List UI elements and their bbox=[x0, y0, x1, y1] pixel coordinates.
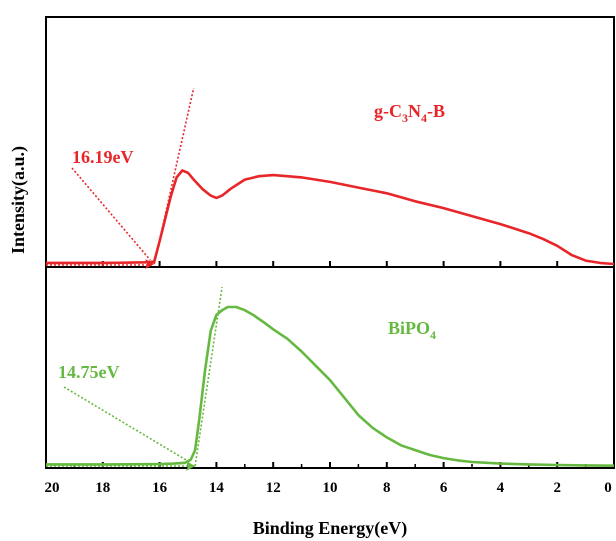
y-axis-title: Intensity(a.u.) bbox=[8, 146, 29, 254]
x-tick-label-2: 2 bbox=[553, 480, 561, 496]
onset-guides-bottom bbox=[46, 286, 223, 471]
onset-label-g-c3n4-b: 16.19eV bbox=[72, 147, 134, 167]
series-label-g-c3n4-b: g-C3N4-B bbox=[374, 101, 445, 125]
x-tick-label-0: 0 bbox=[604, 480, 612, 496]
label-sub-4: 4 bbox=[421, 111, 427, 125]
plot-border bbox=[45, 16, 615, 469]
x-tick-label-16: 16 bbox=[152, 480, 168, 496]
x-tick-label-20: 20 bbox=[45, 480, 60, 496]
x-tick-label-8: 8 bbox=[383, 480, 391, 496]
x-axis-ticks bbox=[45, 261, 615, 468]
x-axis-tick-labels: 20 18 16 14 12 10 8 6 4 2 0 bbox=[45, 480, 612, 496]
onset-guides-top bbox=[46, 87, 195, 269]
x-tick-label-14: 14 bbox=[209, 480, 225, 496]
x-tick-label-6: 6 bbox=[440, 480, 448, 496]
label-b: -B bbox=[427, 101, 445, 121]
label-sub-4b: 4 bbox=[430, 328, 436, 342]
x-tick-label-4: 4 bbox=[497, 480, 505, 496]
x-tick-label-10: 10 bbox=[323, 480, 338, 496]
plot-frame bbox=[45, 16, 615, 469]
x-tick-label-12: 12 bbox=[266, 480, 281, 496]
series-line-g-c3n4-b bbox=[46, 169, 615, 266]
onset-label-bipo4: 14.75eV bbox=[58, 362, 120, 382]
x-axis-title: Binding Energy(eV) bbox=[253, 518, 408, 539]
x-tick-label-18: 18 bbox=[95, 480, 110, 496]
label-g-c: g-C bbox=[374, 101, 402, 121]
series-label-bipo4: BiPO4 bbox=[388, 318, 436, 342]
pointer-line-bottom bbox=[63, 386, 192, 464]
label-n: N bbox=[408, 101, 421, 121]
label-bipo: BiPO bbox=[388, 318, 430, 338]
series-line-bipo4 bbox=[46, 305, 615, 467]
label-sub-3: 3 bbox=[402, 111, 408, 125]
pointer-line-top bbox=[71, 167, 151, 261]
